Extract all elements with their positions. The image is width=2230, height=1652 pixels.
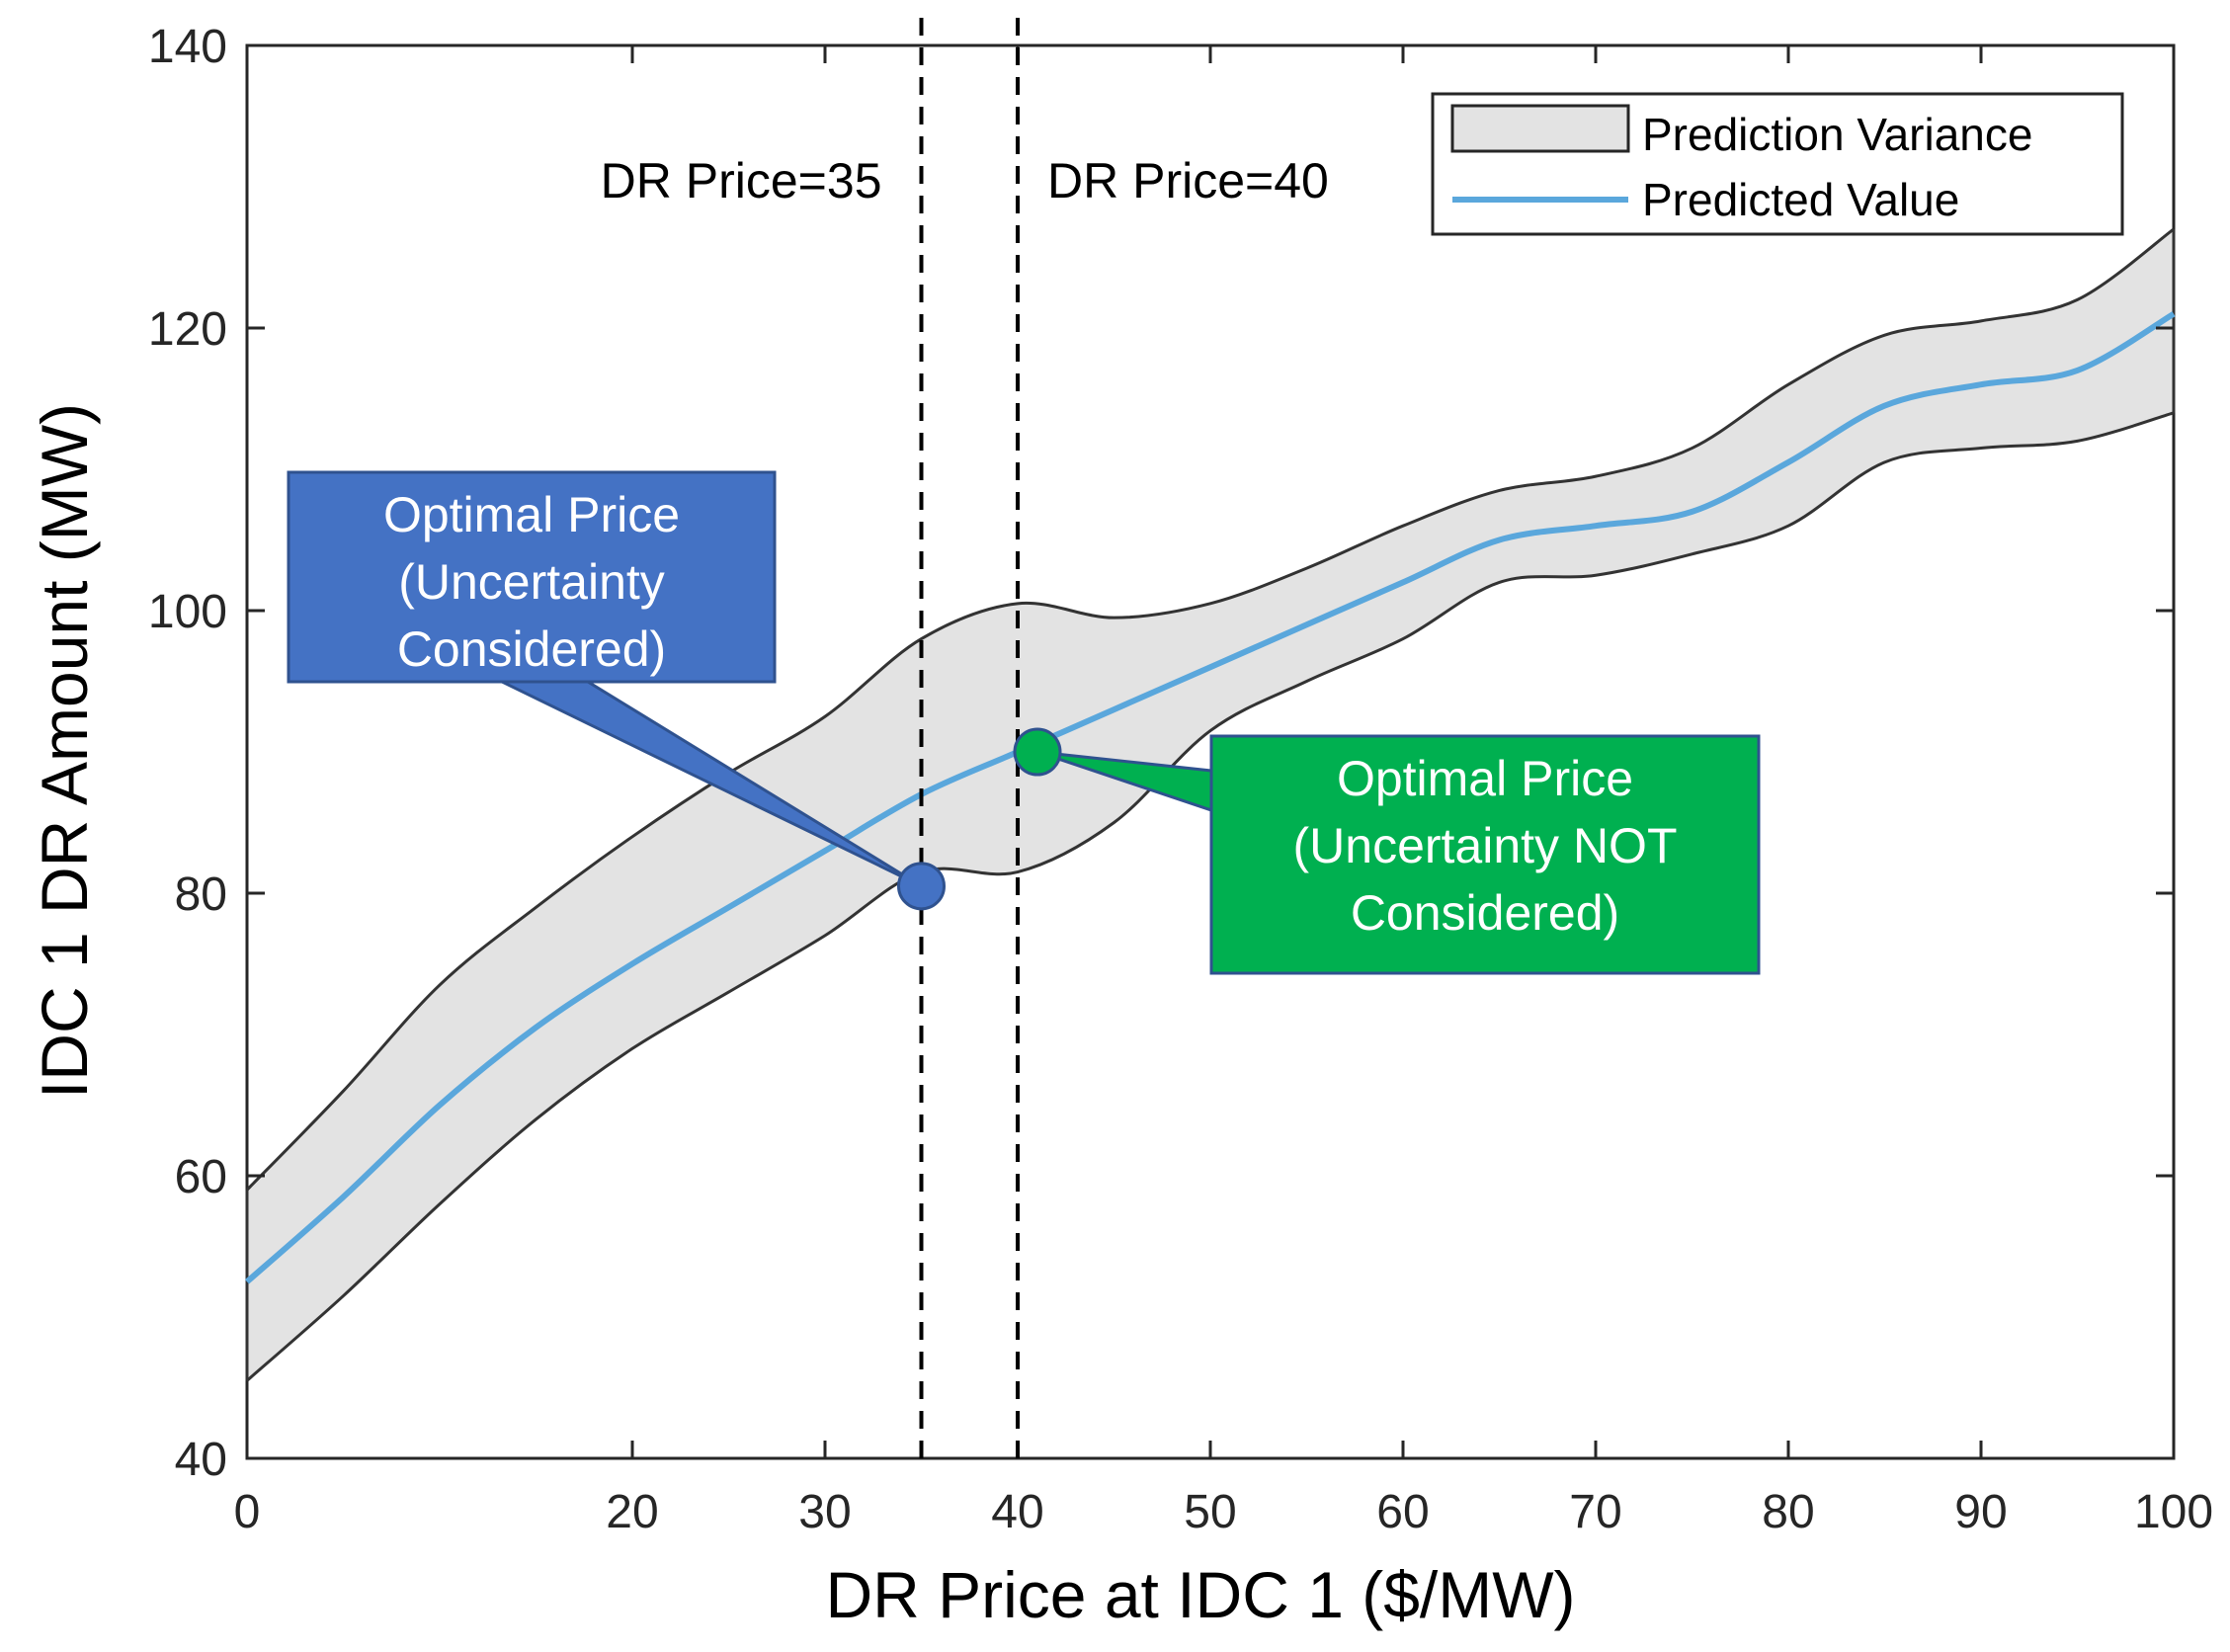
vline-layer: DR Price=35 DR Price=40 — [601, 18, 1329, 1458]
y-tick-label: 60 — [175, 1151, 227, 1203]
dr-price-label: DR Price=35 — [601, 153, 882, 208]
legend: Prediction Variance Predicted Value — [1431, 92, 2124, 236]
y-axis-title: IDC 1 DR Amount (MW) — [28, 403, 101, 1099]
x-tick-label: 20 — [606, 1486, 658, 1538]
legend-band-swatch — [1450, 104, 1630, 153]
callout-text-line: (Uncertainty NOT — [1293, 818, 1678, 873]
ticks-layer: 0 20 30 40 50 60 70 80 90 100 40 60 80 100 120 140 — [148, 21, 2213, 1538]
x-tick-label: 90 — [1954, 1486, 2007, 1538]
x-tick-label: 30 — [798, 1486, 851, 1538]
optimal-price-marker — [897, 862, 946, 911]
y-tick-label: 100 — [148, 586, 227, 638]
x-tick-label: 100 — [2134, 1486, 2213, 1538]
x-axis-title: DR Price at IDC 1 ($/MW) — [825, 1558, 1575, 1631]
callout-text-line: Considered) — [397, 621, 666, 677]
x-tick-label: 0 — [234, 1486, 261, 1538]
callout-box — [1209, 734, 1761, 975]
variance-lower-bound — [246, 411, 2175, 1382]
y-tick-label: 120 — [148, 303, 227, 356]
y-tick-label: 140 — [148, 21, 227, 73]
x-tick-label: 70 — [1569, 1486, 1621, 1538]
dr-price-label: DR Price=40 — [1047, 153, 1329, 208]
callout-text-line: Optimal Price — [383, 487, 680, 542]
variance-upper-bound — [245, 227, 2175, 1192]
predicted-value-line — [245, 311, 2176, 1284]
callout-box — [287, 470, 777, 684]
legend-label-predicted: Predicted Value — [1642, 174, 1959, 225]
x-tick-label: 40 — [991, 1486, 1043, 1538]
optimal-price-marker — [1013, 727, 1062, 777]
callout-layer: Optimal Price (Uncertainty Considered) Opti… — [287, 470, 1761, 975]
predicted-line-layer — [245, 311, 2176, 1284]
variance-band — [247, 228, 2174, 1381]
legend-label-variance: Prediction Variance — [1642, 109, 2032, 160]
x-tick-label: 60 — [1376, 1486, 1429, 1538]
y-tick-label: 80 — [175, 868, 227, 921]
variance-band-layer — [245, 227, 2176, 1382]
y-tick-label: 40 — [175, 1434, 227, 1486]
callout-text-line: Considered) — [1351, 885, 1619, 941]
callout-text-line: Optimal Price — [1337, 751, 1633, 806]
x-tick-label: 50 — [1184, 1486, 1236, 1538]
x-tick-label: 80 — [1762, 1486, 1814, 1538]
callout-text-line: (Uncertainty — [398, 554, 665, 610]
